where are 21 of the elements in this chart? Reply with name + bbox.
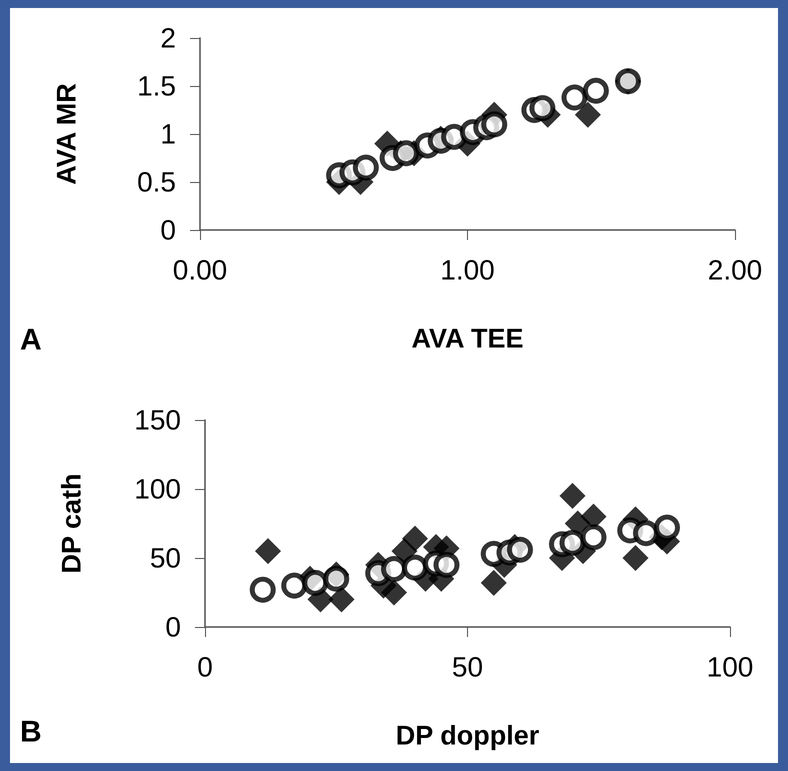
y-tick-label: 2	[160, 22, 176, 54]
y-tick-label: 0.5	[137, 166, 176, 198]
y-axis-title: AVA MR	[52, 83, 82, 185]
y-tick-label: 100	[134, 474, 181, 504]
x-tick-label: 1.00	[440, 254, 495, 286]
x-tick-label: 50	[452, 652, 484, 682]
y-tick-label: 1.5	[137, 70, 176, 102]
y-tick-label: 0	[165, 612, 181, 642]
y-tick-label: 0	[160, 214, 176, 246]
x-tick-label: 0.00	[172, 254, 228, 286]
y-tick-label: 150	[134, 404, 181, 436]
x-axis-title: DP doppler	[396, 720, 540, 750]
x-tick-label: 100	[706, 652, 754, 682]
y-tick-label: 1	[160, 118, 176, 150]
y-tick-label: 50	[150, 542, 181, 574]
x-axis-title: AVA TEE	[411, 324, 524, 354]
y-axis-title: DP cath	[56, 473, 86, 574]
text: B	[20, 716, 42, 748]
x-tick-label: 0	[197, 652, 213, 682]
x-tick-label: 2.00	[708, 254, 762, 286]
text: A	[20, 324, 42, 356]
